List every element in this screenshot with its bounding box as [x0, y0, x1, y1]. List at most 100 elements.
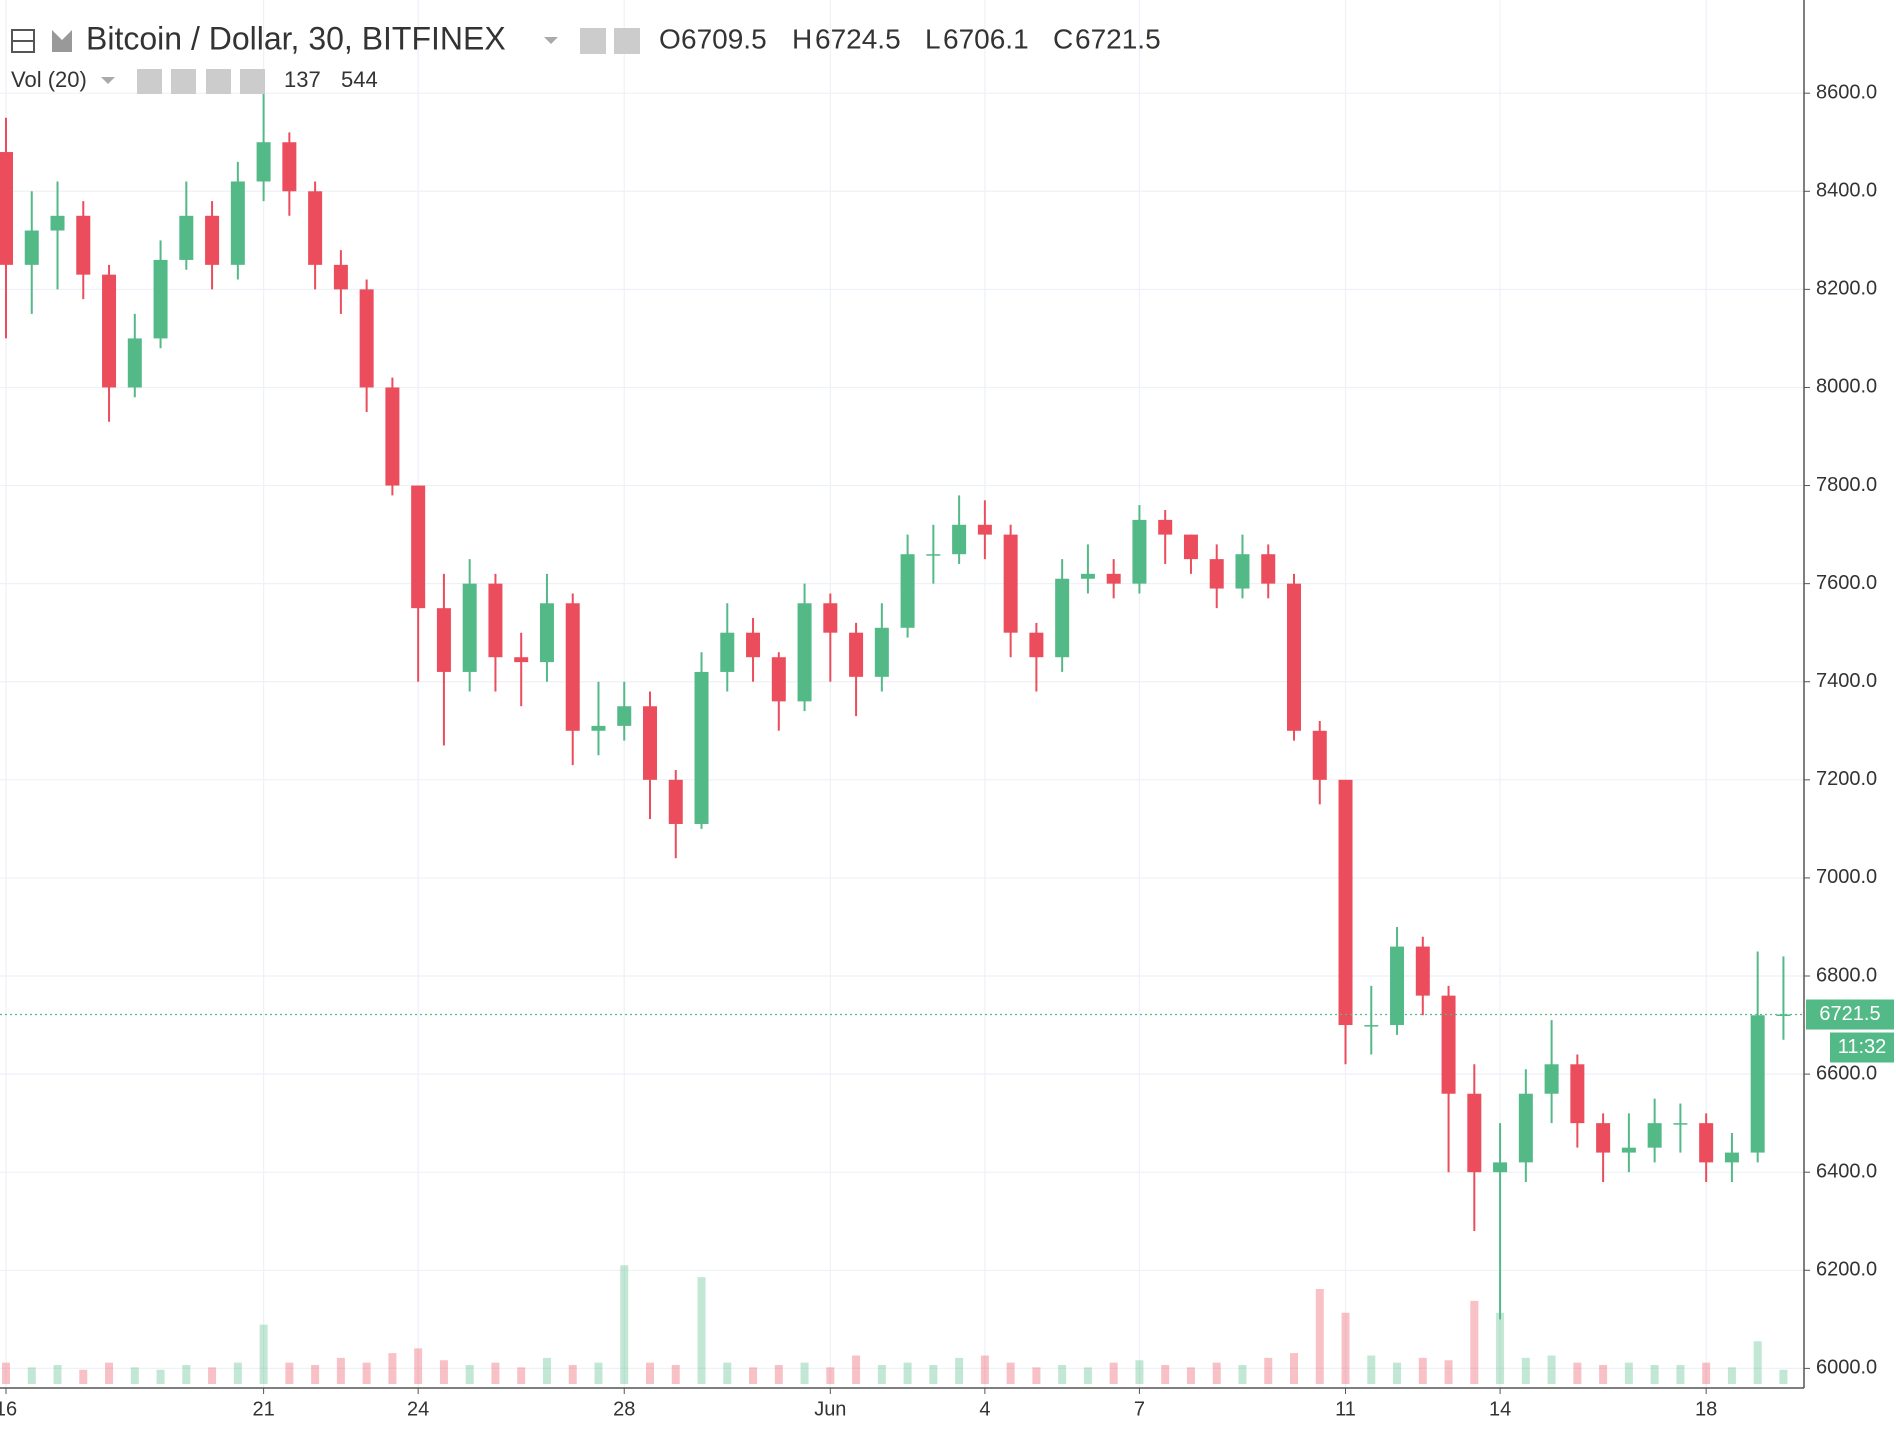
chart-title[interactable]: Bitcoin / Dollar, 30, BITFINEX — [86, 20, 506, 56]
y-tick-label: 7000.0 — [1816, 866, 1877, 888]
dropdown-arrow[interactable] — [544, 37, 558, 44]
candle-body — [591, 725, 606, 731]
candle-body — [1570, 1064, 1585, 1124]
volume-bar — [465, 1365, 474, 1384]
volume-bar — [697, 1277, 706, 1384]
countdown-tag — [1830, 1032, 1894, 1063]
volume-pane — [2, 1265, 1788, 1384]
candle-body — [1183, 534, 1198, 560]
candle-body — [1080, 573, 1095, 579]
candle-body — [1621, 1147, 1636, 1153]
x-tick-label: Jun — [814, 1398, 846, 1420]
candle-body — [282, 142, 297, 192]
volume-bar — [1727, 1367, 1736, 1384]
volume-bar — [259, 1324, 268, 1384]
candle-body — [1390, 946, 1405, 1026]
volume-bar — [929, 1365, 938, 1384]
volume-bar — [1599, 1365, 1608, 1384]
y-tick-label: 8400.0 — [1816, 180, 1877, 202]
candle-body — [746, 632, 761, 658]
candle-body — [617, 706, 632, 726]
volume-bar — [568, 1365, 577, 1384]
volume-bar — [439, 1360, 448, 1384]
volume-bar — [79, 1369, 88, 1384]
volume-bar — [1496, 1312, 1505, 1384]
volume-bar — [1702, 1362, 1711, 1384]
candle-body — [1647, 1123, 1662, 1148]
volume-bar — [1238, 1365, 1247, 1384]
candle-body — [127, 338, 142, 388]
volume-label[interactable]: Vol (20) — [11, 67, 87, 92]
volume-bar — [53, 1365, 62, 1384]
symbol-icon — [52, 30, 72, 52]
candle-body — [1029, 632, 1044, 658]
candle-body — [1776, 1014, 1791, 1017]
dropdown-arrow[interactable] — [101, 77, 115, 84]
candle-body — [1699, 1123, 1714, 1163]
last-price-label: 6721.5 — [1819, 1003, 1880, 1025]
candle-body — [900, 554, 915, 628]
volume-bar — [852, 1355, 861, 1384]
y-tick-label: 7400.0 — [1816, 670, 1877, 692]
candle-body — [1364, 1025, 1379, 1027]
candle-body — [771, 657, 786, 702]
candle-body — [50, 215, 65, 231]
x-tick-label: 4 — [979, 1398, 990, 1420]
add-button[interactable] — [206, 69, 231, 94]
settings-button[interactable] — [614, 28, 640, 54]
volume-ma-value: 544 — [341, 67, 378, 92]
candle-body — [1312, 730, 1327, 780]
candle-body — [1003, 534, 1018, 633]
candle-body — [1493, 1162, 1508, 1173]
volume-bar — [1393, 1362, 1402, 1384]
y-tick-label: 7600.0 — [1816, 572, 1877, 594]
x-tick-label: 28 — [613, 1398, 635, 1420]
volume-bar — [233, 1362, 242, 1384]
ohlc-value: 6724.5 — [815, 23, 901, 54]
candles — [0, 78, 1791, 1320]
settings-button[interactable] — [171, 69, 196, 94]
y-tick-label: 7800.0 — [1816, 474, 1877, 496]
candle-body — [694, 671, 709, 824]
volume-bar — [1753, 1341, 1762, 1384]
candle-body — [385, 387, 400, 486]
volume-bar — [1444, 1360, 1453, 1384]
volume-bar — [336, 1357, 345, 1384]
volume-bar — [1006, 1362, 1015, 1384]
remove-button[interactable] — [240, 69, 265, 94]
volume-bar — [1779, 1369, 1788, 1384]
candle-body — [308, 191, 323, 265]
candle-body — [1158, 519, 1173, 535]
volume-bar — [877, 1365, 886, 1384]
candle-body — [514, 657, 529, 663]
volume-bar — [182, 1365, 191, 1384]
y-tick-label: 6600.0 — [1816, 1062, 1877, 1084]
ohlc-legend: O 6709.5 H 6724.5 L 6706.1 C 6721.5 — [659, 23, 1161, 54]
volume-bar — [723, 1362, 732, 1384]
volume-bar — [1676, 1365, 1685, 1384]
candle-body — [977, 524, 992, 535]
candle-body — [1287, 583, 1301, 731]
volume-bar — [774, 1365, 783, 1384]
volume-bar — [1032, 1367, 1041, 1384]
candle-body — [849, 632, 864, 677]
candle-body — [668, 779, 683, 824]
candle-body — [926, 554, 941, 556]
candle-body — [1415, 946, 1430, 996]
visibility-button[interactable] — [137, 69, 162, 94]
countdown-label: 11:32 — [1838, 1036, 1887, 1058]
x-tick-label: 7 — [1134, 1398, 1145, 1420]
candle-body — [1209, 559, 1224, 589]
x-tick-label: 18 — [1695, 1398, 1717, 1420]
volume-bar — [105, 1362, 114, 1384]
volume-bar — [826, 1367, 835, 1384]
volume-bar — [414, 1348, 423, 1384]
volume-bar — [156, 1369, 165, 1384]
candle-body — [1544, 1064, 1559, 1094]
candle-body — [823, 603, 838, 633]
candle-body — [1673, 1123, 1688, 1125]
visibility-button[interactable] — [580, 28, 606, 54]
candle-body — [1338, 779, 1353, 1026]
